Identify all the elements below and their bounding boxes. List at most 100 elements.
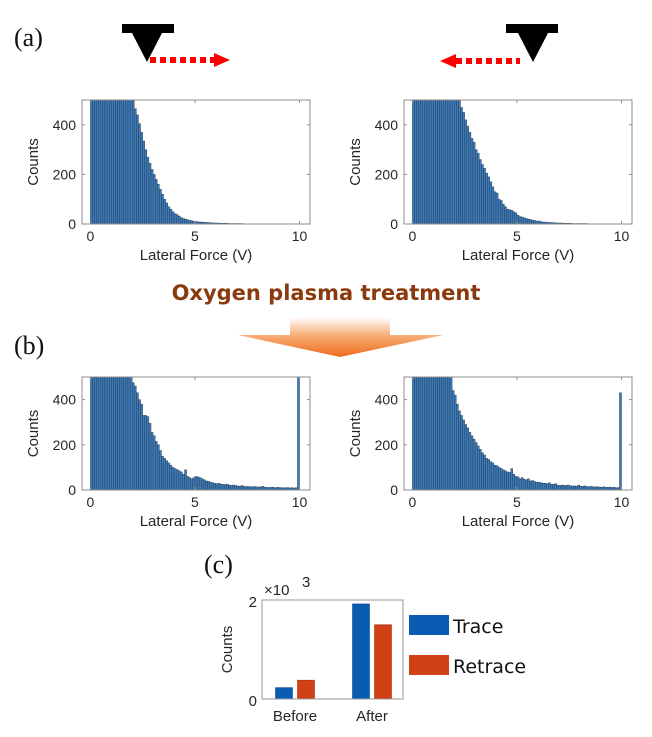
histogram-bar <box>144 415 148 491</box>
y-multiplier-exponent: 3 <box>302 574 310 591</box>
histogram-bar <box>497 467 501 491</box>
histogram-bar <box>449 99 453 225</box>
histogram-bar <box>454 99 457 225</box>
histogram-bar <box>483 454 486 491</box>
histogram-bar <box>127 99 131 225</box>
histogram-bar <box>121 376 125 491</box>
histogram-bar <box>165 202 168 225</box>
histogram-bar <box>226 483 229 491</box>
histogram-bar <box>94 376 97 491</box>
histogram-bar <box>587 486 591 491</box>
histogram-bar <box>506 208 509 225</box>
histogram-bar <box>458 410 461 491</box>
histogram-bar <box>435 376 438 491</box>
histogram-bar <box>134 385 137 491</box>
histogram-bar <box>201 478 204 491</box>
y-tick-label: 0 <box>68 216 76 232</box>
histogram-bar <box>121 99 125 225</box>
histogram-bar <box>550 483 553 491</box>
histogram-bar <box>564 485 568 491</box>
histogram-bar <box>504 206 507 225</box>
histogram-bar <box>113 376 116 491</box>
histogram-bar <box>428 376 432 491</box>
y-tick-label: 0 <box>390 216 398 232</box>
histogram-bar <box>196 476 200 491</box>
histogram-bar <box>209 481 212 491</box>
histogram-bar <box>566 484 570 491</box>
histogram-bar <box>431 376 434 491</box>
histogram-bar <box>119 376 122 491</box>
histogram-bar <box>157 444 160 491</box>
panel-label-b: (b) <box>14 331 45 360</box>
histogram-bar <box>92 99 95 225</box>
y-tick-label: 400 <box>53 117 77 133</box>
histogram-bar <box>161 194 164 225</box>
y-tick-label: 2 <box>249 594 257 611</box>
histogram-bar <box>119 99 122 225</box>
histogram-bar <box>533 220 536 225</box>
x-tick-label: After <box>356 708 388 725</box>
histogram-bar <box>205 480 208 491</box>
histogram-bar <box>485 458 488 491</box>
histogram-bar <box>493 191 497 225</box>
histogram-bar <box>203 479 206 491</box>
y-tick-label: 0 <box>390 482 398 498</box>
histogram-bar <box>518 216 522 225</box>
histogram-bar <box>441 99 444 225</box>
histogram-b-trace: 0 5 10 0 200 400 Lateral Force (V) Counts <box>25 376 311 530</box>
panel-label-a: (a) <box>14 23 43 52</box>
histogram-bar <box>175 214 179 225</box>
histogram-bar <box>437 376 440 491</box>
histogram-bar <box>184 218 187 225</box>
histogram-bar <box>445 376 449 491</box>
histogram-bar <box>113 99 116 225</box>
histogram-bar <box>489 461 493 491</box>
histogram-bar <box>569 485 572 491</box>
histogram-bar <box>546 483 549 491</box>
histogram-bar <box>182 474 185 491</box>
histogram-bar <box>477 153 480 225</box>
y-tick-label: 200 <box>53 437 77 453</box>
histogram-bar <box>428 99 432 225</box>
histogram-bar <box>431 99 434 225</box>
histogram-bar <box>150 169 154 225</box>
histogram-bar <box>188 220 191 225</box>
histogram-bar <box>173 213 177 225</box>
histogram-bar <box>456 99 459 225</box>
histogram-bar <box>495 465 499 491</box>
histogram-bar <box>146 156 150 225</box>
histogram-bar <box>543 483 547 491</box>
histogram-bar <box>481 164 484 225</box>
histogram-bar <box>251 486 254 491</box>
histogram-bar <box>500 468 503 491</box>
histogram-bar <box>159 450 162 491</box>
histogram-bar <box>238 485 242 491</box>
histogram-bar <box>506 471 509 491</box>
histogram-bar <box>134 108 137 225</box>
histogram-bar <box>575 485 578 491</box>
histogram-bar <box>577 484 580 491</box>
histogram-bar <box>447 376 451 491</box>
histogram-bar <box>422 376 426 491</box>
histogram-bar <box>236 485 240 491</box>
histogram-bar <box>449 376 453 491</box>
histogram-bar <box>462 419 465 491</box>
histogram-bar <box>560 484 564 491</box>
histogram-bar <box>152 174 156 225</box>
histogram-bar <box>437 99 440 225</box>
y-tick-label: 200 <box>375 437 399 453</box>
histogram-bar <box>157 184 160 225</box>
histogram-bar <box>479 449 482 491</box>
histogram-bar <box>443 376 447 491</box>
histogram-bar <box>136 114 139 225</box>
y-tick-label: 400 <box>375 117 399 133</box>
histogram-bar <box>180 217 183 225</box>
histogram-bar <box>188 477 191 491</box>
histogram-bar <box>495 192 499 225</box>
histogram-bar <box>155 441 158 491</box>
histogram-bar <box>485 172 488 225</box>
treatment-title: Oxygen plasma treatment <box>171 281 481 305</box>
histogram-bar <box>552 484 555 491</box>
histogram-bar <box>502 469 505 491</box>
